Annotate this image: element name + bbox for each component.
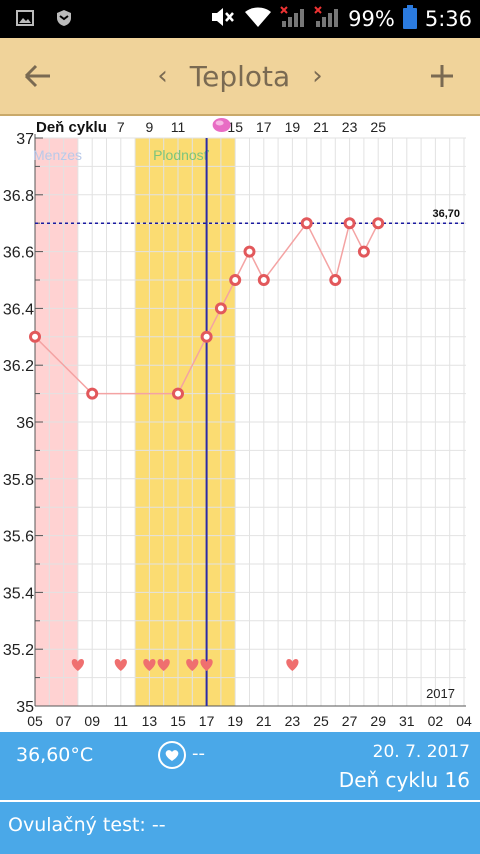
temperature-point <box>200 330 213 343</box>
image-notification-icon <box>16 9 34 31</box>
cycle-day-label: 23 <box>342 119 358 135</box>
add-button[interactable] <box>412 38 472 114</box>
y-tick-label: 35 <box>16 699 34 716</box>
coverline-label: 36,70 <box>432 208 460 220</box>
y-tick-label: 35.2 <box>3 642 34 659</box>
heart-icon <box>71 659 85 671</box>
wifi-icon <box>244 6 272 33</box>
page-title: Teplota <box>189 59 291 93</box>
temperature-point <box>86 387 99 400</box>
x-tick-label: 13 <box>142 713 158 729</box>
arrow-left-icon <box>24 64 50 88</box>
y-tick-label: 36.8 <box>3 188 34 205</box>
x-tick-label: 09 <box>84 713 100 729</box>
selected-date: 20. 7. 2017 <box>372 742 470 762</box>
clock: 5:36 <box>424 7 472 31</box>
x-tick-label: 17 <box>199 713 215 729</box>
ovulation-marker-highlight <box>215 120 224 126</box>
signal-icon-2 <box>314 5 340 33</box>
heart-icon <box>200 659 213 671</box>
heart-icon <box>157 659 170 671</box>
temperature-point <box>329 274 342 286</box>
temperature-value: 36,60°C <box>16 744 94 766</box>
x-tick-label: 15 <box>170 713 186 729</box>
cycle-day-label: 25 <box>370 119 386 135</box>
y-tick-label: 37 <box>16 131 34 148</box>
menstruation-label: Menzes <box>33 147 82 163</box>
x-tick-label: 23 <box>285 713 301 729</box>
x-tick-label: 11 <box>114 713 129 729</box>
temperature-chart-svg: 35 35.2 35.4 35.6 35.8 36 36.2 36.4 36.6 36.8 37 05… <box>3 118 472 729</box>
day-info-panel[interactable]: 36,60°C -- 20. 7. 2017 Deň cyklu 16 <box>0 732 480 800</box>
shield-notification-icon <box>56 9 72 31</box>
y-tick-label: 36.4 <box>3 301 34 318</box>
battery-percent: 99% <box>348 7 395 31</box>
x-tick-label: 31 <box>399 713 415 729</box>
cycle-day-label: 19 <box>285 119 301 135</box>
x-tick-label: 07 <box>56 713 72 729</box>
x-tick-label: 02 <box>428 713 444 729</box>
cycle-day: Deň cyklu 16 <box>338 768 470 792</box>
temperature-point <box>372 217 385 230</box>
y-tick-label: 35.6 <box>3 529 34 546</box>
x-tick-label: 19 <box>227 713 243 729</box>
back-button[interactable] <box>8 38 68 114</box>
fertile-label: Plodnosť <box>153 147 210 163</box>
x-tick-label: 21 <box>256 713 272 729</box>
x-tick-label: 29 <box>370 713 386 729</box>
temperature-point <box>29 330 41 343</box>
temperature-point <box>214 302 227 315</box>
ovulation-test-panel[interactable]: Ovulačný test: -- <box>0 802 480 854</box>
y-tick-label: 36.6 <box>3 245 34 262</box>
cycle-day-label: 21 <box>313 119 329 135</box>
cycle-day-label: 17 <box>256 119 272 135</box>
app-bar: ‹ Teplota › <box>0 38 480 116</box>
temperature-point <box>243 245 256 258</box>
cycle-day-label: 11 <box>171 119 186 135</box>
temperature-point <box>257 274 270 286</box>
x-tick-label: 05 <box>27 713 43 729</box>
y-tick-label: 36 <box>16 415 34 432</box>
temperature-point <box>229 274 242 286</box>
previous-period-button[interactable]: ‹ <box>157 61 168 91</box>
cycle-day-label: 7 <box>117 119 125 135</box>
signal-icon <box>280 5 306 33</box>
cycle-day-header: Deň cyklu <box>36 119 107 136</box>
y-tick-label: 35.8 <box>3 472 34 489</box>
mute-icon <box>210 6 236 33</box>
x-tick-label: 04 <box>456 713 472 729</box>
heart-icon <box>114 659 127 671</box>
intercourse-value: -- <box>192 743 205 764</box>
next-period-button[interactable]: › <box>312 61 323 91</box>
year-label: 2017 <box>426 686 455 701</box>
plus-icon <box>431 65 453 87</box>
y-tick-label: 36.2 <box>3 358 34 375</box>
x-tick-label: 25 <box>313 713 329 729</box>
temperature-point <box>300 217 313 230</box>
heart-icon <box>186 659 199 671</box>
temperature-point <box>357 245 370 258</box>
heart-icon <box>143 659 156 671</box>
heart-icon <box>286 659 299 671</box>
temperature-point <box>343 217 356 230</box>
battery-icon <box>402 4 417 34</box>
ovulation-test-label: Ovulačný test: -- <box>8 814 166 836</box>
status-bar: 99% 5:36 <box>0 0 480 38</box>
cycle-day-label: 9 <box>146 119 154 135</box>
cycle-day-label: 15 <box>227 119 243 135</box>
temperature-chart[interactable]: 35 35.2 35.4 35.6 35.8 36 36.2 36.4 36.6 36.8 37 05… <box>0 116 480 730</box>
y-tick-label: 35.4 <box>3 585 34 602</box>
heart-icon <box>158 741 186 769</box>
temperature-point <box>172 387 184 400</box>
x-tick-label: 27 <box>342 713 358 729</box>
